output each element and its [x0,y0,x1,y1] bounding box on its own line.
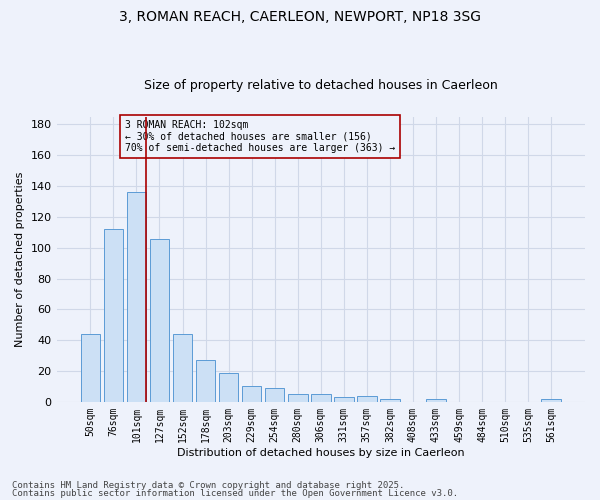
Text: Contains public sector information licensed under the Open Government Licence v3: Contains public sector information licen… [12,488,458,498]
Bar [311,394,331,402]
Bar [149,238,169,402]
Y-axis label: Number of detached properties: Number of detached properties [15,172,25,347]
Bar [104,230,123,402]
Bar [80,334,100,402]
Bar [173,334,193,402]
Bar [242,386,262,402]
Text: 3, ROMAN REACH, CAERLEON, NEWPORT, NP18 3SG: 3, ROMAN REACH, CAERLEON, NEWPORT, NP18 … [119,10,481,24]
Bar [541,399,561,402]
Bar [357,396,377,402]
Bar [334,397,353,402]
Bar [219,372,238,402]
Bar [265,388,284,402]
Bar [380,399,400,402]
Bar [127,192,146,402]
Text: Contains HM Land Registry data © Crown copyright and database right 2025.: Contains HM Land Registry data © Crown c… [12,481,404,490]
Bar [288,394,308,402]
Bar [426,399,446,402]
X-axis label: Distribution of detached houses by size in Caerleon: Distribution of detached houses by size … [177,448,464,458]
Bar [196,360,215,402]
Text: 3 ROMAN REACH: 102sqm
← 30% of detached houses are smaller (156)
70% of semi-det: 3 ROMAN REACH: 102sqm ← 30% of detached … [125,120,395,154]
Title: Size of property relative to detached houses in Caerleon: Size of property relative to detached ho… [144,79,497,92]
